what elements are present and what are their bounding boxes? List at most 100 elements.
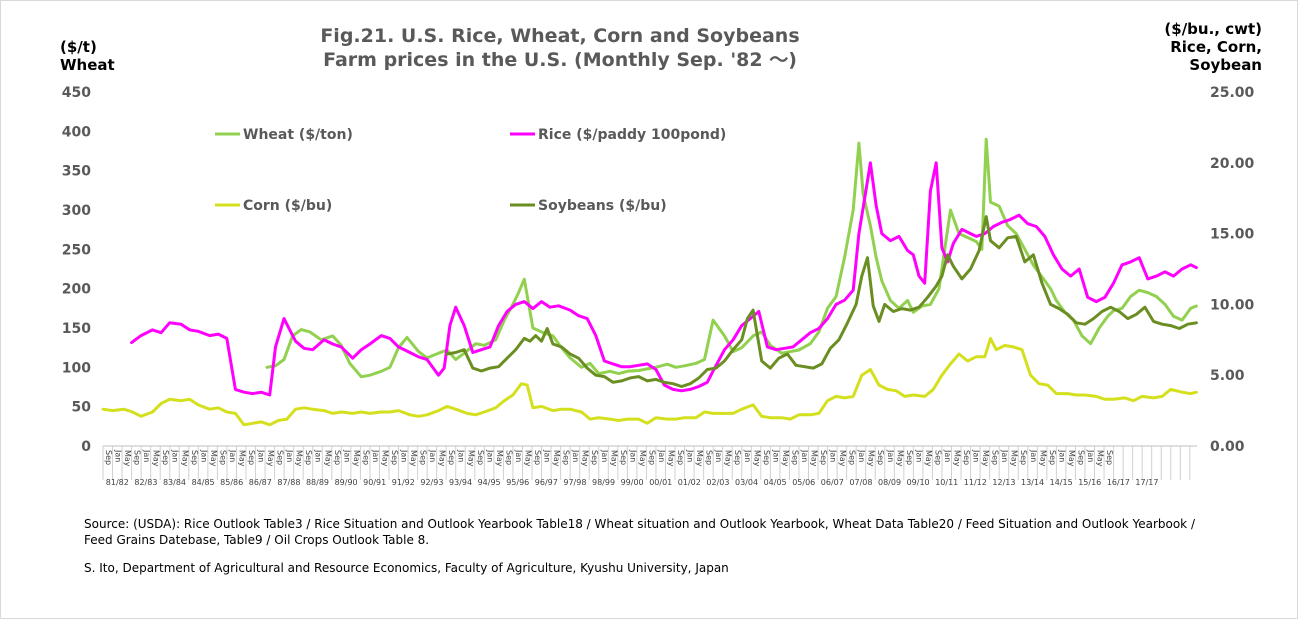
corn-series-line bbox=[101, 336, 1198, 427]
month-tick-label: Sep bbox=[733, 450, 742, 465]
year-label: 10/11 bbox=[935, 478, 958, 487]
month-tick-label: May bbox=[695, 450, 704, 467]
year-label: 82/83 bbox=[134, 478, 157, 487]
month-tick-label: Sep bbox=[962, 450, 971, 465]
year-label: 14/15 bbox=[1050, 478, 1073, 487]
month-tick-label: Jan bbox=[1057, 449, 1066, 462]
month-tick-label: Sep bbox=[476, 450, 485, 465]
axis-layer: 0 50 100 150 200 250 300 350 400 450 0.00 5.00 10.00… bbox=[62, 85, 1255, 487]
month-tick-label: May bbox=[237, 450, 246, 467]
month-tick-label: Jan bbox=[1029, 449, 1038, 462]
month-tick-label: Jan bbox=[686, 449, 695, 462]
month-tick-label: Sep bbox=[590, 450, 599, 465]
month-tick-label: Sep bbox=[790, 450, 799, 465]
month-tick-label: Sep bbox=[304, 450, 313, 465]
year-label: 00/01 bbox=[649, 478, 672, 487]
left-axis-tick-label: 350 bbox=[62, 164, 91, 180]
right-axis-tick-label: 10.00 bbox=[1210, 297, 1255, 313]
month-tick-label: Jan bbox=[114, 449, 123, 462]
month-tick-label: May bbox=[752, 450, 761, 467]
month-tick-label: May bbox=[209, 450, 218, 467]
year-label: 06/07 bbox=[821, 478, 844, 487]
month-tick-label: May bbox=[295, 450, 304, 467]
year-label: 13/14 bbox=[1021, 478, 1044, 487]
year-label: 98/99 bbox=[592, 478, 615, 487]
left-axis-tick-label: 100 bbox=[62, 360, 91, 376]
month-tick-label: Jan bbox=[400, 449, 409, 462]
month-tick-label: May bbox=[638, 450, 647, 467]
right-axis-tick-label: 25.00 bbox=[1210, 85, 1255, 101]
chart-title-line1: Fig.21. U.S. Rice, Wheat, Corn and Soybe… bbox=[320, 25, 800, 47]
right-axis-tick-label: 15.00 bbox=[1210, 227, 1255, 243]
month-tick-label: May bbox=[724, 450, 733, 467]
month-tick-label: May bbox=[466, 450, 475, 467]
month-tick-label: Sep bbox=[276, 450, 285, 465]
month-tick-label: Sep bbox=[133, 450, 142, 465]
month-tick-label: Jan bbox=[514, 449, 523, 462]
month-tick-label: May bbox=[781, 450, 790, 467]
left-axis-tick-label: 400 bbox=[62, 124, 91, 140]
month-tick-label: Jan bbox=[142, 449, 151, 462]
month-tick-label: Jan bbox=[485, 449, 494, 462]
year-label: 01/02 bbox=[678, 478, 701, 487]
month-tick-label: Jan bbox=[1000, 449, 1009, 462]
year-label: 02/03 bbox=[706, 478, 729, 487]
left-axis-tick-label: 200 bbox=[62, 282, 91, 298]
month-tick-label: May bbox=[581, 450, 590, 467]
month-tick-label: May bbox=[809, 450, 818, 467]
month-tick-label: May bbox=[495, 450, 504, 467]
month-tick-label: Jan bbox=[771, 449, 780, 462]
month-tick-label: Sep bbox=[619, 450, 628, 465]
year-label: 03/04 bbox=[735, 478, 758, 487]
month-tick-label: Jan bbox=[171, 449, 180, 462]
right-axis-unit-line1: ($/bu., cwt) bbox=[1164, 20, 1262, 38]
month-tick-label: May bbox=[953, 450, 962, 467]
right-axis-unit-line2: Rice, Corn, bbox=[1170, 38, 1262, 56]
right-axis-tick-label: 0.00 bbox=[1210, 439, 1245, 455]
chart-title: Fig.21. U.S. Rice, Wheat, Corn and Soybe… bbox=[270, 24, 850, 72]
month-tick-label: Sep bbox=[447, 450, 456, 465]
year-label: 90/91 bbox=[363, 478, 386, 487]
month-tick-label: May bbox=[409, 450, 418, 467]
month-tick-label: May bbox=[352, 450, 361, 467]
year-label: 94/95 bbox=[478, 478, 501, 487]
month-tick-label: May bbox=[180, 450, 189, 467]
month-tick-label: May bbox=[552, 450, 561, 467]
rice-series-line bbox=[130, 161, 1198, 397]
right-axis-tick-label: 5.00 bbox=[1210, 368, 1245, 384]
month-tick-label: Jan bbox=[285, 449, 294, 462]
month-tick-label: Jan bbox=[199, 449, 208, 462]
month-tick-label: May bbox=[895, 450, 904, 467]
month-tick-label: May bbox=[1010, 450, 1019, 467]
year-label: 07/08 bbox=[849, 478, 872, 487]
legend-layer: Wheat ($/ton) Rice ($/paddy 100pond) Corn … bbox=[215, 127, 726, 214]
month-tick-label: Sep bbox=[247, 450, 256, 465]
left-axis-unit-line2: Wheat bbox=[60, 56, 115, 74]
month-tick-label: Jan bbox=[543, 449, 552, 462]
month-tick-label: May bbox=[323, 450, 332, 467]
month-tick-label: May bbox=[1038, 450, 1047, 467]
month-tick-label: Sep bbox=[390, 450, 399, 465]
month-tick-label: Sep bbox=[1019, 450, 1028, 465]
year-label: 87/88 bbox=[277, 478, 300, 487]
soybeans-legend-label: Soybeans ($/bu) bbox=[538, 198, 667, 214]
month-tick-label: Jan bbox=[628, 449, 637, 462]
year-label: 16/17 bbox=[1107, 478, 1130, 487]
corn-legend-label: Corn ($/bu) bbox=[243, 198, 332, 214]
year-label: 93/94 bbox=[449, 478, 472, 487]
month-tick-label: Sep bbox=[333, 450, 342, 465]
year-label: 86/87 bbox=[249, 478, 272, 487]
month-tick-label: Jan bbox=[714, 449, 723, 462]
month-tick-label: May bbox=[1067, 450, 1076, 467]
month-tick-label: May bbox=[981, 450, 990, 467]
month-tick-label: May bbox=[838, 450, 847, 467]
year-label: 96/97 bbox=[535, 478, 558, 487]
month-tick-label: Sep bbox=[705, 450, 714, 465]
month-tick-label: Sep bbox=[676, 450, 685, 465]
month-tick-label: Jan bbox=[972, 449, 981, 462]
month-tick-label: Jan bbox=[257, 449, 266, 462]
year-label: 04/05 bbox=[764, 478, 787, 487]
month-tick-label: May bbox=[609, 450, 618, 467]
